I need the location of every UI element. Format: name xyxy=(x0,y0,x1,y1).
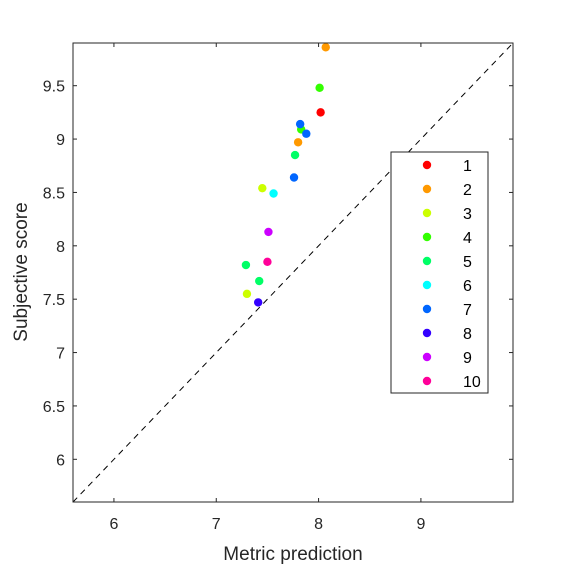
y-tick-label: 9.5 xyxy=(43,79,65,96)
y-tick-label: 9 xyxy=(56,132,65,149)
x-tick-label: 6 xyxy=(109,516,118,533)
legend-entry-label: 10 xyxy=(463,374,481,391)
data-point-series-5 xyxy=(241,260,251,270)
identity-reference-line xyxy=(72,42,514,503)
data-point-series-3 xyxy=(258,183,267,193)
legend-marker xyxy=(422,184,432,194)
y-axis-label: Subjective score xyxy=(11,202,32,341)
data-point-series-7 xyxy=(289,173,299,182)
y-tick-label: 8.5 xyxy=(43,185,65,202)
legend-entry-label: 8 xyxy=(463,326,472,343)
y-tick-label: 7.5 xyxy=(43,292,65,309)
legend: 1 2 3 4 5 6 7 8 9 10 xyxy=(390,151,489,394)
legend-entry-label: 4 xyxy=(463,230,472,247)
y-tick-label: 6.5 xyxy=(43,399,65,416)
legend-entry-label: 2 xyxy=(463,182,472,199)
legend-marker xyxy=(422,160,432,170)
x-tick-label: 8 xyxy=(314,516,323,533)
legend-entry-label: 1 xyxy=(463,158,472,175)
legend-marker xyxy=(422,208,432,218)
data-point-series-7 xyxy=(295,119,305,129)
data-point-series-10 xyxy=(263,257,272,267)
legend-marker xyxy=(422,304,432,314)
data-point-series-4 xyxy=(315,83,324,93)
legend-entry-label: 7 xyxy=(463,302,472,319)
x-axis-label: Metric prediction xyxy=(223,544,362,565)
data-point-series-5 xyxy=(255,276,264,286)
data-point-series-2 xyxy=(293,138,303,147)
legend-marker xyxy=(422,328,432,338)
legend-entry-label: 6 xyxy=(463,278,472,295)
plot-frame xyxy=(72,42,514,503)
data-point-series-1 xyxy=(316,108,325,117)
data-point-series-3 xyxy=(242,289,252,299)
legend-marker xyxy=(422,352,432,362)
x-tick-label: 9 xyxy=(416,516,425,533)
data-point-series-7 xyxy=(302,129,311,138)
data-points xyxy=(241,43,330,307)
legend-marker xyxy=(422,256,432,266)
y-tick-label: 6 xyxy=(56,452,65,469)
data-point-series-8 xyxy=(254,298,263,307)
data-point-series-6 xyxy=(269,189,278,198)
data-point-series-9 xyxy=(264,227,273,237)
x-tick-label: 7 xyxy=(212,516,221,533)
y-tick-label: 7 xyxy=(56,346,65,363)
data-point-series-2 xyxy=(321,43,330,52)
data-point-series-5 xyxy=(290,150,300,160)
legend-entry-label: 9 xyxy=(463,350,472,367)
legend-entry-label: 5 xyxy=(463,254,472,271)
legend-marker xyxy=(422,280,432,290)
legend-entry-label: 3 xyxy=(463,206,472,223)
y-tick-label: 8 xyxy=(56,239,65,256)
legend-box xyxy=(390,151,489,394)
legend-marker xyxy=(422,376,432,386)
axis-ticks: 6 7 8 9 6 6.5 7 7.5 8 8.5 9 9.5 xyxy=(43,43,513,533)
legend-marker xyxy=(422,232,432,242)
